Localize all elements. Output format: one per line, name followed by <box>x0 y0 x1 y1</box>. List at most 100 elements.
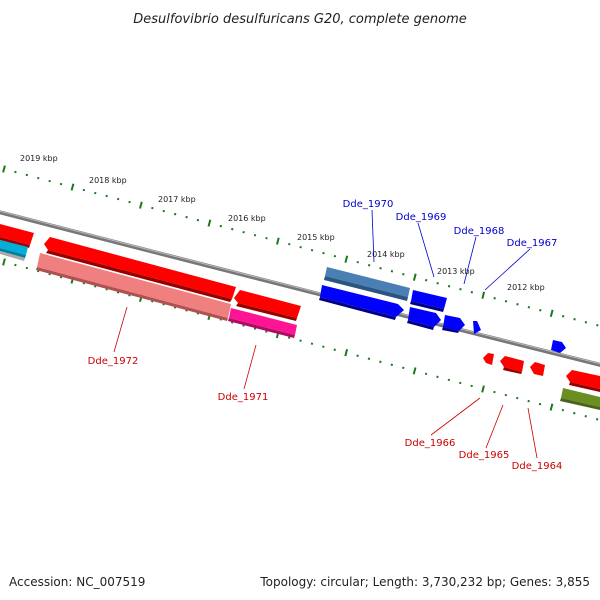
inner-scale-minor-tick <box>390 363 394 367</box>
inner-scale-minor-tick <box>14 263 17 267</box>
inner-scale-minor-tick <box>493 390 496 394</box>
inner-scale-major-tick <box>2 258 6 266</box>
gene-labels: Dde_1972 Dde_1971 Dde_1970 Dde_1969 Dde_… <box>88 199 563 472</box>
outer-scale-minor-tick <box>231 227 234 231</box>
outer-scale-minor-tick <box>173 212 177 216</box>
outer-scale-minor-tick <box>436 282 439 285</box>
gene-label-dde-1964[interactable]: Dde_1964 <box>512 461 563 472</box>
gene-block-dde-1972[interactable] <box>36 253 231 321</box>
outer-scale-minor-tick <box>219 224 223 228</box>
gene-arrow-small-blue-2[interactable] <box>551 340 566 353</box>
gene-arrow-left-edge[interactable] <box>0 224 34 248</box>
outer-scale-minor-tick <box>402 272 405 276</box>
outer-scale-major-tick <box>70 183 75 191</box>
gene-arrow-dde-1971-upper[interactable] <box>234 290 301 321</box>
gene-arrow-dde-1966[interactable] <box>483 353 494 365</box>
outer-scale-minor-tick <box>459 288 462 291</box>
gene-arrow-dde-1970[interactable] <box>319 285 404 320</box>
outer-scale-major-tick <box>412 273 417 281</box>
topology-text: Topology: circular; Length: 3,730,232 bp… <box>259 575 590 589</box>
inner-scale-major-tick <box>549 403 554 411</box>
outer-scale-minor-tick <box>288 242 291 246</box>
outer-scale-minor-tick <box>516 303 519 306</box>
kbp-label-2017: 2017 kbp <box>158 195 196 204</box>
outer-scale-minor-tick <box>185 215 188 219</box>
inner-scale-ticks <box>2 258 599 421</box>
outer-scale-major-tick <box>139 201 143 209</box>
inner-scale-major-tick <box>481 385 485 393</box>
inner-scale-minor-tick <box>367 357 371 360</box>
outer-scale-major-tick <box>481 291 486 299</box>
inner-scale-minor-tick <box>459 381 462 385</box>
inner-scale-minor-tick <box>470 384 473 388</box>
gene-label-dde-1968[interactable]: Dde_1968 <box>454 226 505 237</box>
gene-label-dde-1969[interactable]: Dde_1969 <box>396 212 447 223</box>
gene-label-dde-1971[interactable]: Dde_1971 <box>218 392 269 403</box>
outer-scale-minor-tick <box>367 263 371 267</box>
gene-track-cyan[interactable] <box>0 240 28 258</box>
gene-track-grey <box>0 251 25 261</box>
map-title: Desulfovibrio desulfuricans G20, complet… <box>133 12 467 27</box>
gene-block-dde-1971[interactable] <box>228 308 297 338</box>
outer-scale-major-tick <box>2 165 6 173</box>
gene-arrow-dde-1967[interactable] <box>442 315 465 333</box>
outer-scale-minor-tick <box>561 315 565 318</box>
gene-arrow-small-blue-1[interactable] <box>473 321 481 334</box>
kbp-label-2014: 2014 kbp <box>367 250 405 259</box>
outer-scale-minor-tick <box>242 230 245 234</box>
outer-scale-minor-tick <box>379 266 382 270</box>
outer-scale-minor-tick <box>356 260 359 264</box>
outer-scale-minor-tick <box>116 197 120 201</box>
outer-scale-minor-tick <box>310 248 314 252</box>
outer-scale-minor-tick <box>493 297 496 300</box>
outer-scale-minor-tick <box>82 188 86 192</box>
inner-scale-minor-tick <box>561 408 565 412</box>
outer-scale-minor-tick <box>539 308 542 312</box>
outer-scale-minor-tick <box>162 209 165 213</box>
outer-scale-minor-tick <box>322 251 325 255</box>
inner-scale-minor-tick <box>25 266 29 270</box>
inner-scale-minor-tick <box>333 348 336 351</box>
outer-scale-ticks <box>2 165 599 327</box>
inner-scale-minor-tick <box>287 336 291 339</box>
outer-scale-minor-tick <box>527 306 531 309</box>
outer-scale-minor-tick <box>596 324 599 327</box>
inner-scale-minor-tick <box>504 393 508 397</box>
gene-label-dde-1966[interactable]: Dde_1966 <box>405 438 456 449</box>
label-leader-lines <box>113 209 538 459</box>
outer-scale-major-tick <box>549 309 554 317</box>
inner-scale-minor-tick <box>424 372 428 376</box>
genome-backbone <box>0 210 600 367</box>
gene-arrow-right-edge[interactable] <box>566 370 600 392</box>
outer-scale-minor-tick <box>424 278 428 282</box>
gene-arrow-dde-1969[interactable] <box>410 290 447 312</box>
inner-scale-minor-tick <box>527 399 530 403</box>
outer-scale-minor-tick <box>48 179 51 183</box>
outer-scale-minor-tick <box>333 254 337 258</box>
gene-arrow-dde-1972-upper[interactable] <box>44 237 236 302</box>
inner-scale-minor-tick <box>402 366 405 370</box>
kbp-label-2012: 2012 kbp <box>507 283 545 292</box>
outer-scale-minor-tick <box>94 191 97 195</box>
gene-block-olive[interactable] <box>560 388 600 410</box>
outer-scale-major-tick <box>344 255 349 263</box>
gene-label-dde-1972[interactable]: Dde_1972 <box>88 356 139 367</box>
gene-arrow-dde-1968[interactable] <box>407 307 441 330</box>
gene-label-dde-1967[interactable]: Dde_1967 <box>507 238 558 249</box>
gene-arrow-dde-1964[interactable] <box>530 362 545 376</box>
gene-block-dde-1970[interactable] <box>324 267 410 301</box>
genome-backbone-highlight <box>0 210 600 365</box>
kbp-label-2016: 2016 kbp <box>228 214 266 223</box>
gene-label-dde-1965[interactable]: Dde_1965 <box>459 450 510 461</box>
gene-label-dde-1970[interactable]: Dde_1970 <box>343 199 394 210</box>
inner-scale-minor-tick <box>595 418 599 421</box>
inner-scale-minor-tick <box>447 378 451 382</box>
outer-scale-major-tick <box>207 219 212 227</box>
outer-scale-minor-tick <box>573 318 576 321</box>
outer-scale-minor-tick <box>105 194 108 198</box>
outer-scale-minor-tick <box>151 206 154 210</box>
outer-scale-minor-tick <box>470 291 474 294</box>
gene-arrow-dde-1965[interactable] <box>500 356 524 374</box>
outer-scale-minor-tick <box>14 170 17 174</box>
